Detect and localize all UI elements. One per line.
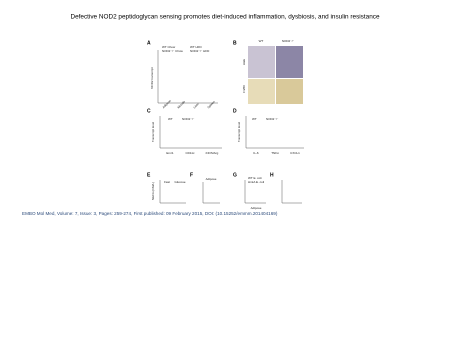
panel-label: F	[190, 172, 193, 178]
column-label: NOD2⁻/⁻	[282, 39, 295, 43]
legend-entry: NOD2⁻/⁻	[182, 117, 195, 121]
axis-label: Transcript level	[151, 122, 155, 143]
panel-label: E	[147, 172, 151, 178]
panel-label: G	[233, 172, 237, 178]
axis	[202, 182, 220, 204]
panel-label: A	[147, 40, 151, 46]
axis	[244, 180, 266, 204]
group-label: Adipose	[206, 177, 217, 181]
panel-label: H	[270, 172, 274, 178]
x-label: IL-6	[253, 151, 259, 155]
group-label: Fast	[164, 180, 170, 184]
axis	[245, 116, 304, 149]
title: Defective NOD2 peptidoglycan sensing pro…	[70, 14, 379, 21]
legend-entry: NOD2⁻/⁻ HFD	[190, 49, 210, 53]
axis	[159, 116, 222, 149]
x-label: Liver	[192, 102, 199, 109]
legend-entry: WT	[168, 117, 173, 121]
micrograph	[248, 79, 275, 104]
legend-entry: WT E. coli	[248, 176, 262, 180]
x-label: Spleen	[206, 100, 216, 110]
caption: EMBO Mol Med, Volume: 7, Issue: 3, Pages…	[22, 211, 278, 216]
group-label: Glucose	[174, 180, 185, 184]
legend-entry: ΔmtA E. coli	[248, 180, 265, 184]
micrograph	[276, 79, 303, 104]
panel-label: C	[147, 108, 151, 114]
axis	[281, 180, 302, 204]
panel-label: B	[233, 40, 237, 46]
row-label: F4/80	[242, 85, 246, 93]
x-label: Adipose	[161, 99, 172, 110]
x-label: CXCL1	[290, 151, 300, 155]
row-label: H&E	[242, 59, 246, 65]
x-label: Emr1	[166, 151, 173, 155]
axis	[159, 180, 186, 204]
micrograph	[248, 46, 275, 78]
column-label: WT	[259, 39, 264, 43]
figure: A NOD2 transcript WT Chow WT HFD NOD2⁻/⁻…	[147, 39, 304, 210]
axis-label: NEFA (mM/L)	[151, 182, 155, 200]
axis	[157, 50, 218, 104]
legend-entry: WT	[252, 117, 257, 121]
x-label: iNOS/Arg	[206, 151, 219, 155]
x-label: CD11c	[186, 151, 195, 155]
x-label: TNFα	[271, 151, 279, 155]
panel-label: D	[233, 108, 237, 114]
legend-entry: WT HFD	[190, 45, 202, 49]
x-label: Adipose	[251, 206, 262, 210]
axis-label: Transcript level	[237, 122, 241, 143]
legend-entry: WT Chow	[162, 45, 176, 49]
legend-entry: NOD2⁻/⁻ Chow	[162, 49, 184, 53]
micrograph	[276, 46, 303, 78]
legend-entry: NOD2⁻/⁻	[266, 117, 279, 121]
axis-label: NOD2 transcript	[150, 67, 154, 89]
x-label: Muscle	[176, 99, 186, 109]
